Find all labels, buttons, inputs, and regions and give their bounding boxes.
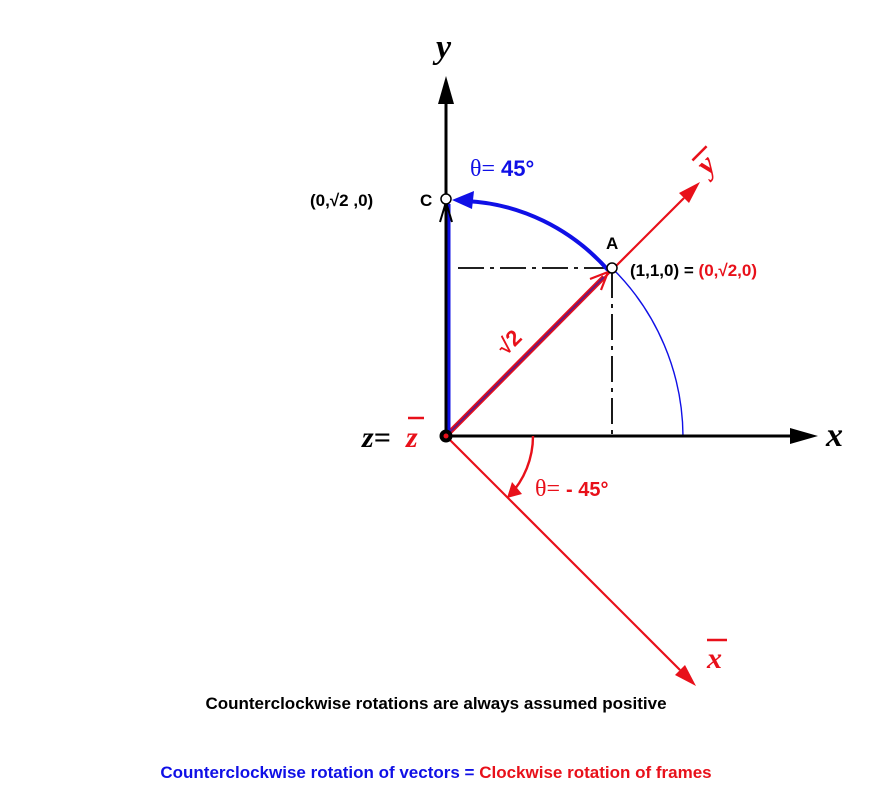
frame-rotation-arrowhead bbox=[507, 482, 522, 498]
z-axis-label: z= bbox=[361, 421, 391, 454]
point-a-coords-red: (0,√2,0) bbox=[699, 261, 757, 280]
caption-line-2: Counterclockwise rotation of vectors = C… bbox=[0, 763, 872, 783]
y-axis-arrowhead bbox=[438, 76, 454, 104]
x-bar-label: x bbox=[706, 642, 722, 675]
point-a-marker bbox=[606, 262, 618, 274]
vector-angle-label: θ= 45° bbox=[470, 156, 534, 182]
point-a-coords-black: (1,1,0) = bbox=[630, 261, 694, 280]
frame-theta: θ bbox=[535, 476, 547, 502]
point-a-coords: (1,1,0) = (0,√2,0) bbox=[630, 261, 757, 280]
x-bar-axis bbox=[445, 435, 681, 671]
point-a-label: A bbox=[606, 234, 618, 253]
y-axis-label: y bbox=[432, 29, 452, 66]
frame-angle-label: θ= - 45° bbox=[535, 476, 609, 502]
vector-oa bbox=[445, 276, 605, 437]
x-axis-label: x bbox=[825, 417, 843, 454]
vector-rotation-arrowhead bbox=[452, 191, 474, 209]
x-bar-arrowhead bbox=[675, 665, 696, 686]
caption-blue-part: Counterclockwise rotation of vectors = bbox=[160, 763, 475, 782]
y-bar-overline bbox=[691, 145, 708, 162]
thin-blue-arc bbox=[611, 267, 684, 437]
z-bar-label: z bbox=[405, 421, 418, 454]
vector-angle-value: 45° bbox=[501, 156, 534, 181]
length-label: √2 bbox=[492, 325, 527, 360]
vector-eq: = bbox=[482, 156, 502, 182]
caption-line-1: Counterclockwise rotations are always as… bbox=[205, 694, 667, 713]
frame-eq: = bbox=[547, 476, 567, 502]
frame-angle-value: - 45° bbox=[566, 479, 608, 501]
point-c-coords: (0,√2 ,0) bbox=[310, 191, 373, 210]
x-axis-arrowhead bbox=[790, 428, 818, 444]
y-bar-arrowhead bbox=[679, 182, 700, 203]
vector-rotation-arc bbox=[465, 199, 610, 272]
caption-red-part: Clockwise rotation of frames bbox=[479, 763, 712, 782]
point-c-marker bbox=[440, 193, 452, 205]
y-bar-label: y bbox=[687, 148, 722, 183]
origin-marker-inner bbox=[443, 433, 449, 439]
point-c-label: C bbox=[420, 191, 432, 210]
vector-theta: θ bbox=[470, 156, 482, 182]
